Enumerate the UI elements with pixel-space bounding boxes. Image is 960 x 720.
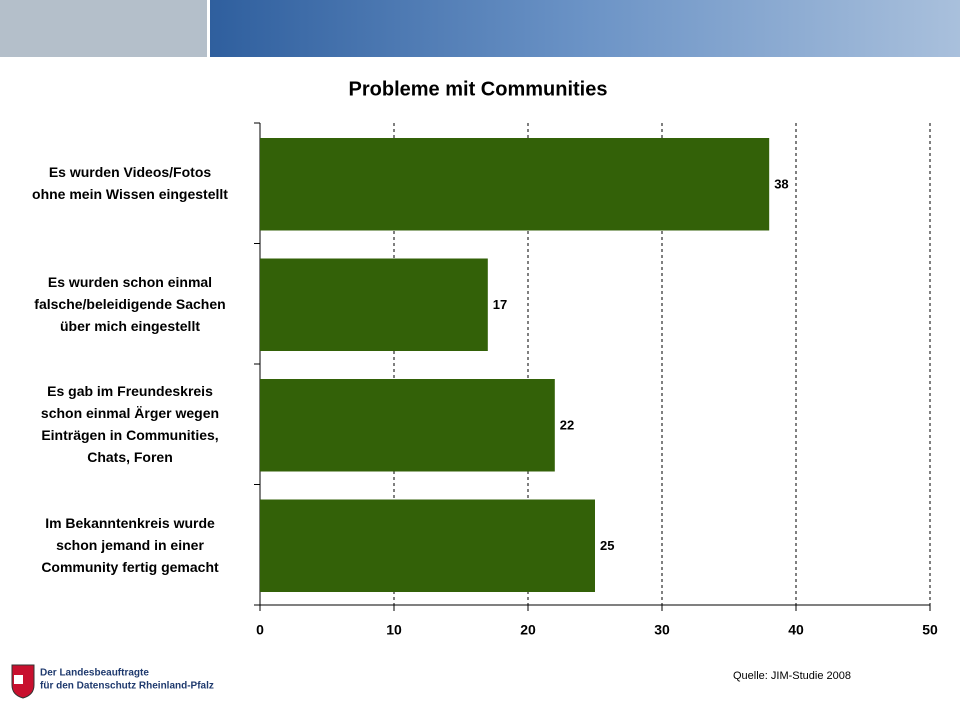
x-tick-label: 50 <box>922 622 938 638</box>
chart-title: Probleme mit Communities <box>349 78 608 100</box>
header-banner <box>210 0 960 57</box>
category-label: Es wurden schon einmal falsche/beleidige… <box>34 273 226 334</box>
x-tick-label: 40 <box>788 622 804 638</box>
x-tick-label: 0 <box>256 622 264 638</box>
logo-text: Der Landesbeauftragte <box>40 668 149 679</box>
bar <box>260 499 595 592</box>
x-tick-label: 30 <box>654 622 670 638</box>
value-label: 17 <box>493 297 507 312</box>
x-tick-label: 10 <box>386 622 402 638</box>
value-label: 38 <box>774 176 788 191</box>
x-tick-label: 20 <box>520 622 536 638</box>
logo: Der Landesbeauftragte für den Datenschut… <box>11 664 214 699</box>
value-label: 25 <box>600 538 614 553</box>
header-left <box>0 0 207 57</box>
category-label: Es wurden Videos/Fotos ohne mein Wissen … <box>32 164 228 203</box>
bar <box>260 258 488 351</box>
logo-text: für den Datenschutz Rheinland-Pfalz <box>40 681 214 692</box>
value-label: 22 <box>560 417 574 432</box>
source: Quelle: JIM-Studie 2008 <box>733 670 851 682</box>
bar <box>260 138 770 231</box>
bar <box>260 379 555 472</box>
category-label: Es gab im Freundeskreis schon einmal Ärg… <box>40 383 220 466</box>
category-label: Im Bekanntenkreis wurde schon jemand in … <box>41 514 219 575</box>
